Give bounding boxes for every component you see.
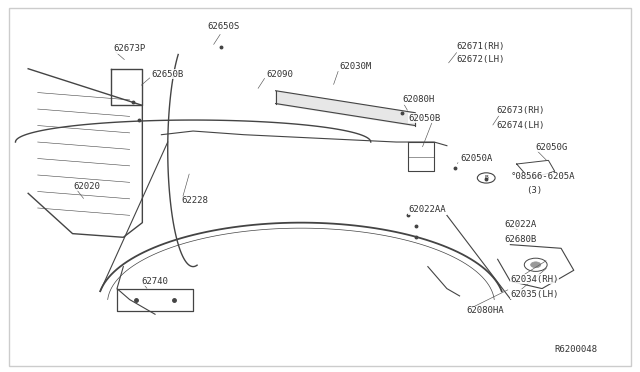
Text: 62080HA: 62080HA <box>466 306 504 315</box>
Text: 62030M: 62030M <box>339 62 371 71</box>
Text: (3): (3) <box>526 186 542 195</box>
Text: °08566-6205A: °08566-6205A <box>510 172 575 181</box>
Text: 62680B: 62680B <box>504 235 536 244</box>
Text: 62228: 62228 <box>182 196 209 205</box>
Text: 62671(RH): 62671(RH) <box>456 42 505 51</box>
Text: B: B <box>484 176 488 180</box>
Text: 62035(LH): 62035(LH) <box>510 289 559 299</box>
Text: 62020: 62020 <box>74 182 100 190</box>
Text: 62672(LH): 62672(LH) <box>456 55 505 64</box>
Circle shape <box>531 262 541 268</box>
Text: 62740: 62740 <box>141 277 168 286</box>
Text: R6200048: R6200048 <box>555 344 598 353</box>
Text: 62674(LH): 62674(LH) <box>497 121 545 130</box>
Text: 62673P: 62673P <box>114 44 146 53</box>
Text: 62080H: 62080H <box>403 95 435 105</box>
Text: 62650S: 62650S <box>207 22 240 31</box>
Text: 62050A: 62050A <box>461 154 493 163</box>
Text: 62673(RH): 62673(RH) <box>497 106 545 115</box>
Text: 62050G: 62050G <box>536 143 568 152</box>
Text: 62022AA: 62022AA <box>409 205 447 214</box>
Text: 62034(RH): 62034(RH) <box>510 275 559 284</box>
Text: 62050B: 62050B <box>409 114 441 123</box>
Text: 62090: 62090 <box>266 70 293 79</box>
Text: 62022A: 62022A <box>504 220 536 229</box>
Text: 62650B: 62650B <box>152 70 184 79</box>
